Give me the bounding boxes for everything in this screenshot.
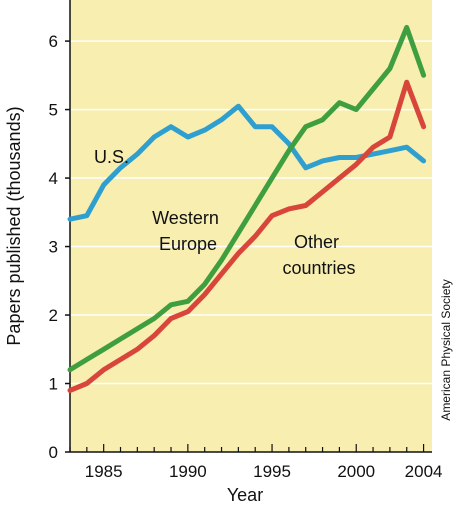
series-line-western-europe: [67, 24, 427, 373]
series-label-us-line-1: U.S.: [94, 147, 129, 167]
y-axis-label: Papers published (thousands): [4, 106, 24, 345]
series-lines: [67, 24, 427, 393]
x-tick-label: 1995: [253, 462, 291, 481]
y-tick-label: 0: [49, 443, 58, 462]
x-tick-label: 1985: [85, 462, 123, 481]
series-label-us: U.S.: [94, 147, 129, 167]
y-tick-label: 5: [49, 101, 58, 120]
plot-area-background: [70, 0, 432, 452]
credit-text: American Physical Society: [439, 279, 453, 420]
series-label-western-europe: Western Europe: [152, 208, 224, 254]
series-label-other-countries: Other countries: [282, 232, 355, 278]
series-label-western-europe-line-2: Europe: [159, 234, 217, 254]
x-tick-label: 1990: [169, 462, 207, 481]
x-axis-label: Year: [227, 485, 263, 505]
x-axis-ticks: 1985 1990 1995 2000 2004: [69, 444, 443, 481]
y-axis-ticks: 0 1 2 3 4 5 6: [49, 32, 70, 462]
y-tick-label: 1: [49, 375, 58, 394]
x-tick-label: 2000: [337, 462, 375, 481]
x-tick-label: 2004: [405, 462, 443, 481]
axes: [69, 0, 432, 453]
y-tick-label: 3: [49, 238, 58, 257]
gridlines: [70, 40, 432, 385]
series-label-other-countries-line-1: Other: [294, 232, 339, 252]
series-label-other-countries-line-2: countries: [282, 258, 355, 278]
series-line-other-countries: [67, 79, 427, 393]
y-tick-label: 4: [49, 169, 58, 188]
y-tick-label: 2: [49, 306, 58, 325]
series-label-western-europe-line-1: Western: [152, 208, 219, 228]
y-tick-label: 6: [49, 32, 58, 51]
